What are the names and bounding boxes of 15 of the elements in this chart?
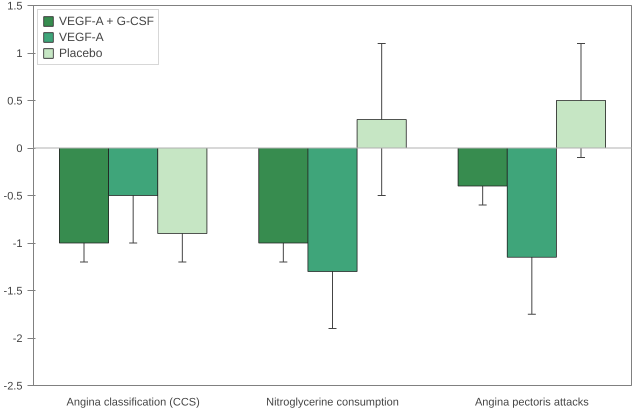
legend-label: Placebo [59, 46, 102, 60]
y-tick-label: -1 [12, 238, 22, 250]
y-tick-label: -2.5 [4, 380, 23, 392]
y-tick-label: 0 [16, 143, 23, 155]
y-tick-label: -0.5 [4, 190, 23, 202]
x-tick-label: Angina pectoris attacks [474, 396, 590, 408]
y-tick-label: 0.5 [7, 96, 23, 108]
x-tick-label: Angina classification (CCS) [66, 396, 200, 408]
x-tick-label: Nitroglycerine consumption [266, 396, 399, 408]
y-tick-label: 1.5 [7, 0, 23, 12]
legend-label: VEGF-A [59, 30, 104, 44]
y-tick-label: 1 [16, 48, 23, 60]
legend-label: VEGF-A + G-CSF [59, 14, 154, 28]
y-tick-label: -2 [12, 333, 22, 345]
y-tick-label: -1.5 [4, 286, 23, 298]
